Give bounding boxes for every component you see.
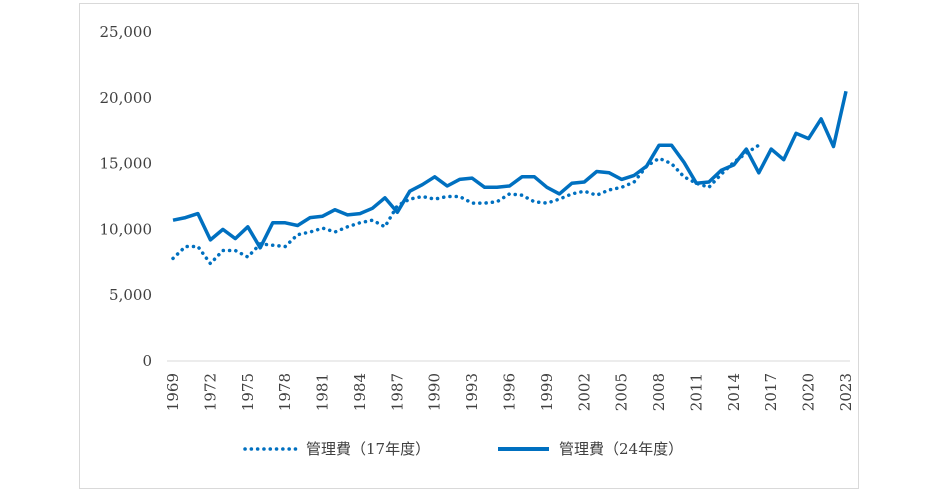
x-tick-label: 2017 (762, 373, 780, 411)
x-tick-label: 1987 (388, 373, 406, 411)
x-tick-label: 2011 (687, 373, 705, 411)
series-layer (171, 90, 848, 267)
legend-label: 管理費（24年度） (559, 440, 683, 458)
x-tick-label: 2020 (800, 373, 818, 411)
y-axis-ticks: 0 5,000 10,000 15,000 20,000 25,000 (100, 23, 153, 370)
x-tick-label: 1978 (276, 373, 294, 411)
y-tick-label: 5,000 (109, 286, 152, 304)
x-axis-ticks: 1969 1972 1975 1978 1981 1984 1987 1990 1993 1996… (164, 373, 855, 411)
x-tick-label: 1975 (239, 373, 257, 411)
x-tick-label: 1981 (314, 373, 332, 411)
y-tick-label: 25,000 (100, 23, 153, 41)
x-tick-label: 1984 (351, 373, 369, 411)
y-tick-label: 20,000 (100, 89, 153, 107)
legend: 管理費（17年度） 管理費（24年度） (243, 440, 683, 458)
x-tick-label: 2002 (575, 373, 593, 411)
chart-frame: 0 5,000 10,000 15,000 20,000 25,000 1969 1972 1… (79, 3, 859, 489)
x-tick-label: 1969 (164, 373, 182, 411)
series-17-line (171, 143, 761, 267)
x-tick-label: 1999 (538, 373, 556, 411)
y-tick-label: 0 (142, 352, 152, 370)
legend-label: 管理費（17年度） (306, 440, 430, 458)
x-tick-label: 2014 (725, 373, 743, 411)
x-tick-label: 1972 (201, 373, 219, 411)
x-tick-label: 2005 (613, 373, 631, 411)
x-tick-label: 2008 (650, 373, 668, 411)
x-tick-label: 1993 (463, 373, 481, 411)
x-tick-label: 1996 (501, 373, 519, 411)
y-tick-label: 10,000 (100, 220, 153, 238)
x-tick-label: 2023 (837, 373, 855, 411)
y-tick-label: 15,000 (100, 155, 153, 173)
x-tick-label: 1990 (426, 373, 444, 411)
series-24-line (172, 90, 848, 250)
